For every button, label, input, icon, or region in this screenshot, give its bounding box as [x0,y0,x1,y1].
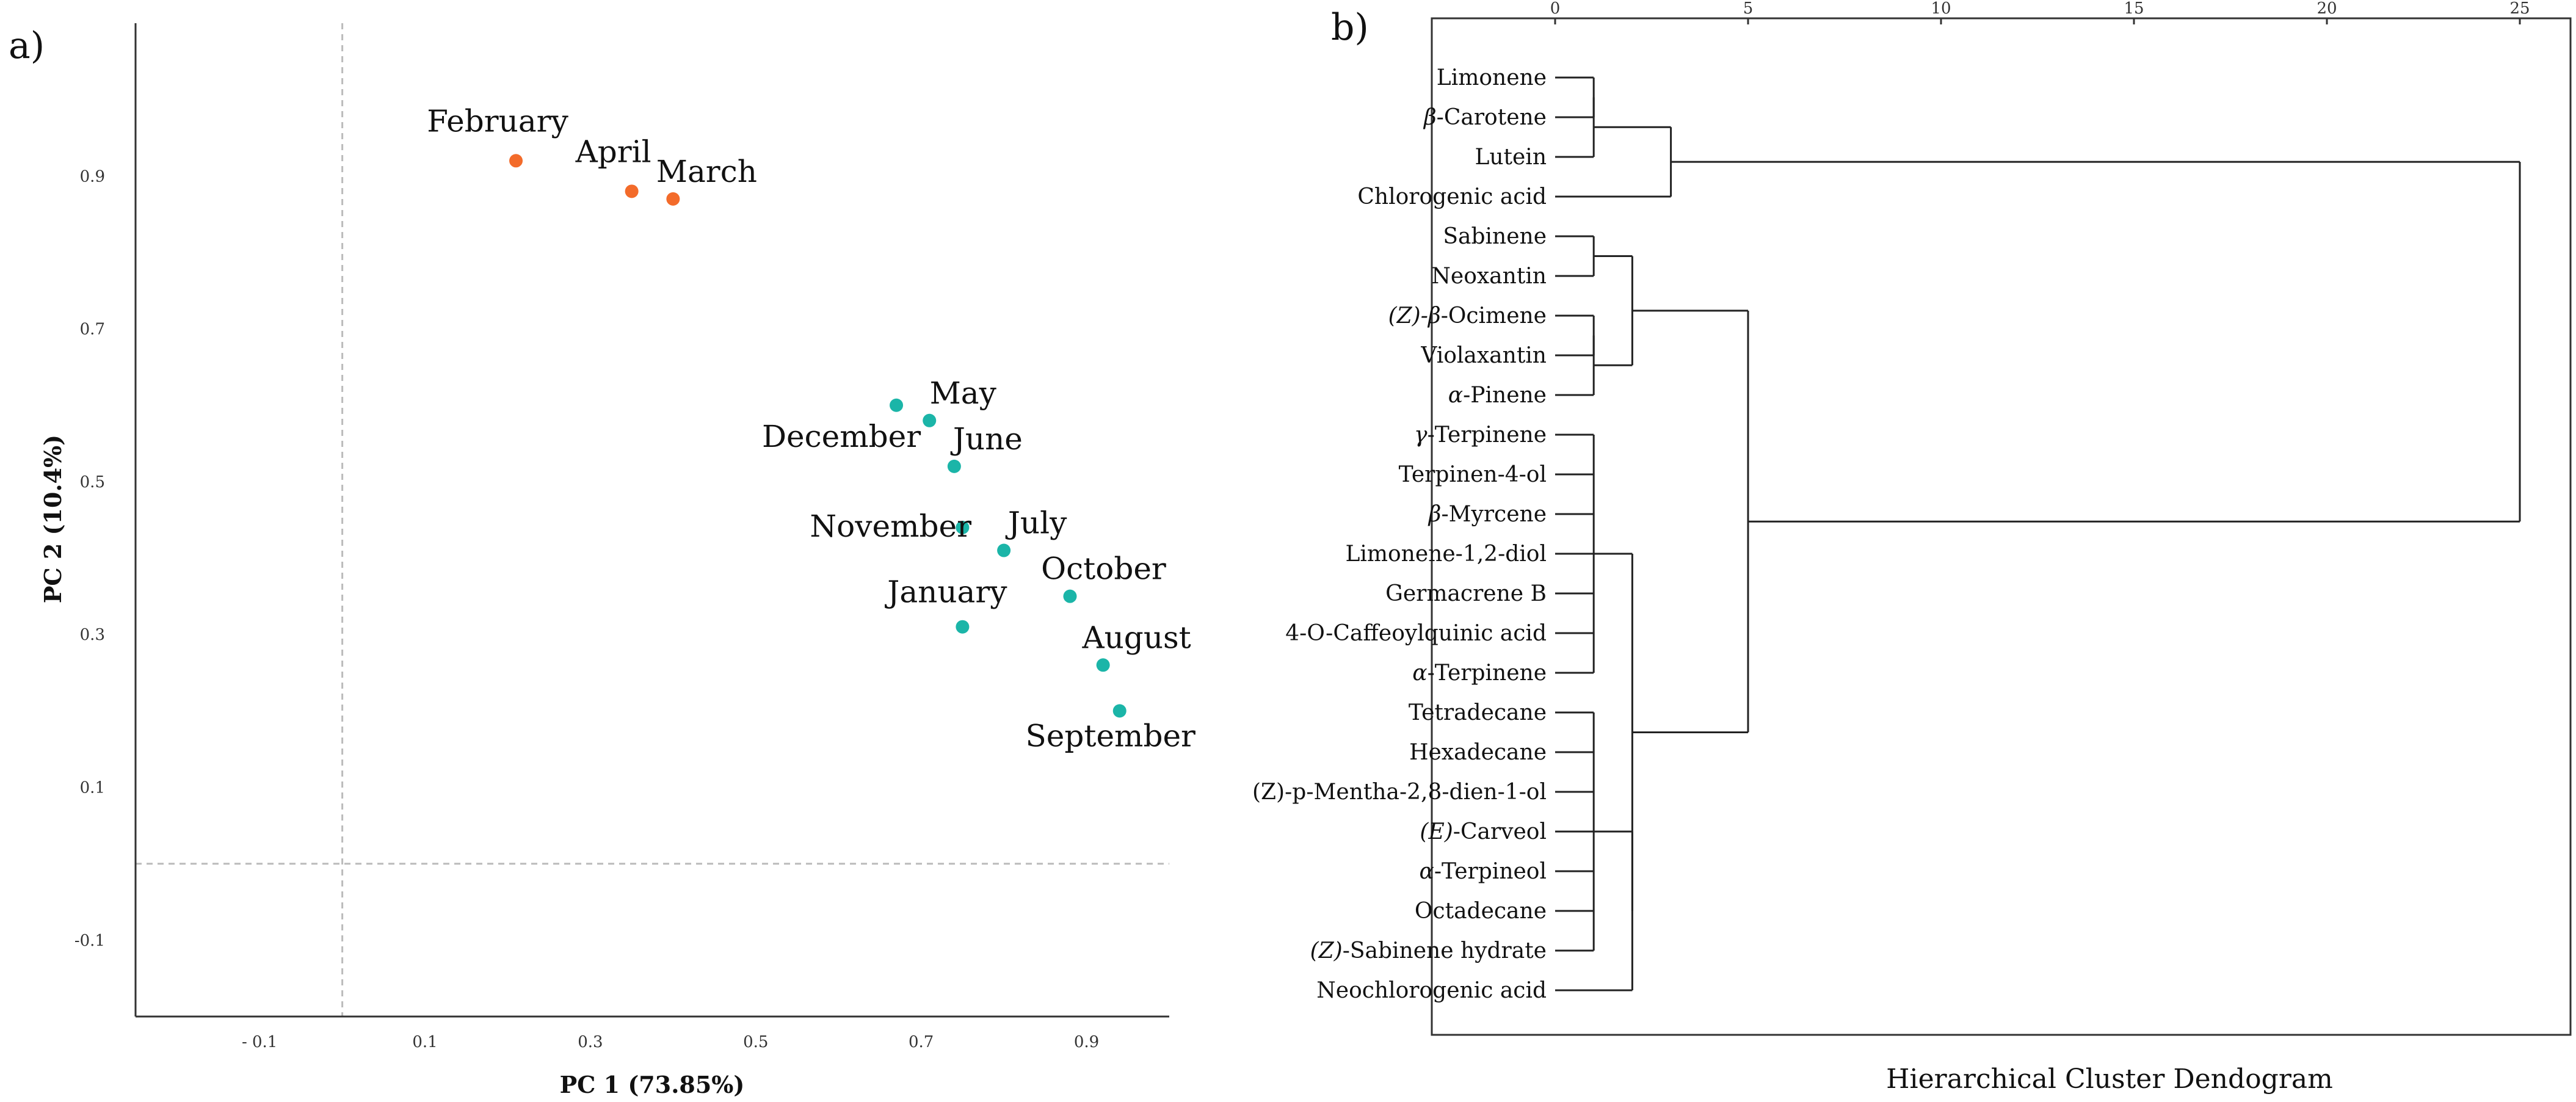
x-axis-title: PC 1 (73.85%) [560,1071,745,1098]
leaf-label: Sabinene [1443,224,1547,249]
y-tick-label: 0.9 [80,167,105,186]
dendrogram-tick-label: 15 [2124,0,2144,18]
y-tick-labels: -0.1 0.1 0.3 0.5 0.7 0.9 [74,167,105,950]
leaf-label: β-Carotene [1423,105,1547,130]
point-label-november: November [810,509,971,544]
leaf-label: (Z)-Sabinene hydrate [1310,938,1547,963]
leaf-label: Limonene-1,2-diol [1345,542,1547,567]
y-tick-label: 0.1 [80,779,105,797]
data-point-october [1063,589,1077,603]
y-tick-label: -0.1 [74,932,105,950]
dendrogram-panel: b) 0 5 10 15 20 25 Limonene β-Carotene Lutein Ch… [1252,0,2572,1095]
leaf-label: β-Myrcene [1428,502,1547,527]
data-point-august [1096,658,1110,672]
x-tick-label: 0.3 [578,1033,603,1051]
x-tick-label: 0.9 [1074,1033,1099,1051]
data-point-march [666,192,680,206]
point-label-january: January [884,575,1007,610]
leaf-label: Octadecane [1415,899,1547,924]
data-point-january [956,620,970,634]
y-tick-label: 0.5 [80,473,105,491]
data-point-april [625,184,639,198]
point-label-april: April [575,134,651,169]
leaf-label: Tetradecane [1409,700,1547,725]
leaf-label: Limonene [1437,65,1547,90]
data-point-june [947,459,961,473]
leaf-label: Violaxantin [1420,343,1547,368]
data-point-july [997,543,1011,557]
leaf-label: 4-O-Caffeoylquinic acid [1285,621,1547,646]
data-point-september [1112,704,1127,718]
panel-label-b: b) [1331,6,1369,49]
data-points [509,154,1127,718]
data-point-november [956,521,970,535]
pca-scatter-panel: a) - 0.1 0.1 0.3 0.5 0.7 0.9 -0.1 0.1 0.3 0.5 0.7… [9,23,1195,1098]
leaf-label: γ-Terpinene [1414,422,1547,448]
x-tick-label: - 0.1 [242,1033,277,1051]
leaf-label: Neochlorogenic acid [1316,978,1547,1003]
point-label-may: May [930,375,997,411]
data-point-may [923,413,937,427]
point-label-february: February [427,103,568,139]
leaf-label: Terpinen-4-ol [1399,462,1547,487]
y-axis-title: PC 2 (10.4%) [39,435,67,603]
point-label-july: July [1005,506,1067,541]
y-tick-label: 0.7 [80,321,105,339]
panel-label-a: a) [9,24,45,67]
dendrogram-tick-label: 25 [2509,0,2530,18]
dendrogram-scale: 0 5 10 15 20 25 [1550,0,2530,24]
leaf-label: Lutein [1475,145,1547,170]
x-tick-label: 0.5 [743,1033,768,1051]
y-tick-label: 0.3 [80,626,105,644]
leaf-label: (Z)-p-Mentha-2,8-dien-1-ol [1252,780,1547,805]
point-label-june: June [950,421,1023,457]
leaf-label: (E)-Carveol [1420,819,1547,844]
leaf-labels: Limonene β-Carotene Lutein Chlorogenic acid… [1252,65,1547,1003]
dendrogram-tick-label: 20 [2317,0,2337,18]
dendrogram-tick-label: 5 [1743,0,1754,18]
leaf-label: (Z)-β-Ocimene [1388,303,1547,328]
point-label-march: March [656,154,757,189]
x-tick-label: 0.7 [909,1033,934,1051]
dendrogram-frame [1431,17,2572,1036]
x-tick-label: 0.1 [412,1033,437,1051]
leaf-label: α-Terpineol [1420,859,1547,884]
leaf-label: α-Pinene [1448,383,1547,408]
point-label-december: December [762,419,921,454]
data-point-february [509,154,523,168]
x-tick-labels: - 0.1 0.1 0.3 0.5 0.7 0.9 [242,1033,1099,1051]
leaf-label: Chlorogenic acid [1357,184,1547,209]
dendrogram-links [1555,76,2521,991]
dendrogram-title: Hierarchical Cluster Dendogram [1886,1064,2333,1095]
point-label-september: September [1026,718,1196,753]
leaf-label: Hexadecane [1409,740,1547,765]
leaf-label: α-Terpinene [1412,661,1547,686]
leaf-label: Neoxantin [1431,264,1547,289]
point-label-october: October [1041,551,1166,587]
dendrogram-tick-label: 10 [1931,0,1951,18]
dendrogram-tick-label: 0 [1550,0,1561,18]
data-point-december [890,398,904,412]
point-label-august: August [1082,620,1191,655]
leaf-label: Germacrene B [1385,581,1547,606]
